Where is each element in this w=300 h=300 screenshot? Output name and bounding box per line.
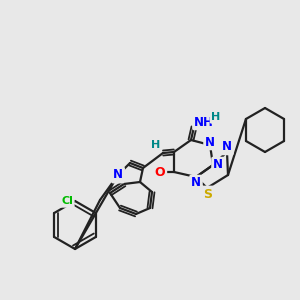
Text: N: N <box>213 158 223 172</box>
Text: H: H <box>152 140 160 150</box>
Text: N: N <box>113 169 123 182</box>
Text: H: H <box>212 112 220 122</box>
Text: N: N <box>205 136 215 148</box>
Text: N: N <box>113 169 123 182</box>
Text: Cl: Cl <box>61 196 73 206</box>
Text: NH: NH <box>194 116 214 128</box>
Text: N: N <box>191 176 201 190</box>
Text: S: S <box>203 188 212 200</box>
Text: O: O <box>155 166 165 178</box>
Text: N: N <box>222 140 232 154</box>
